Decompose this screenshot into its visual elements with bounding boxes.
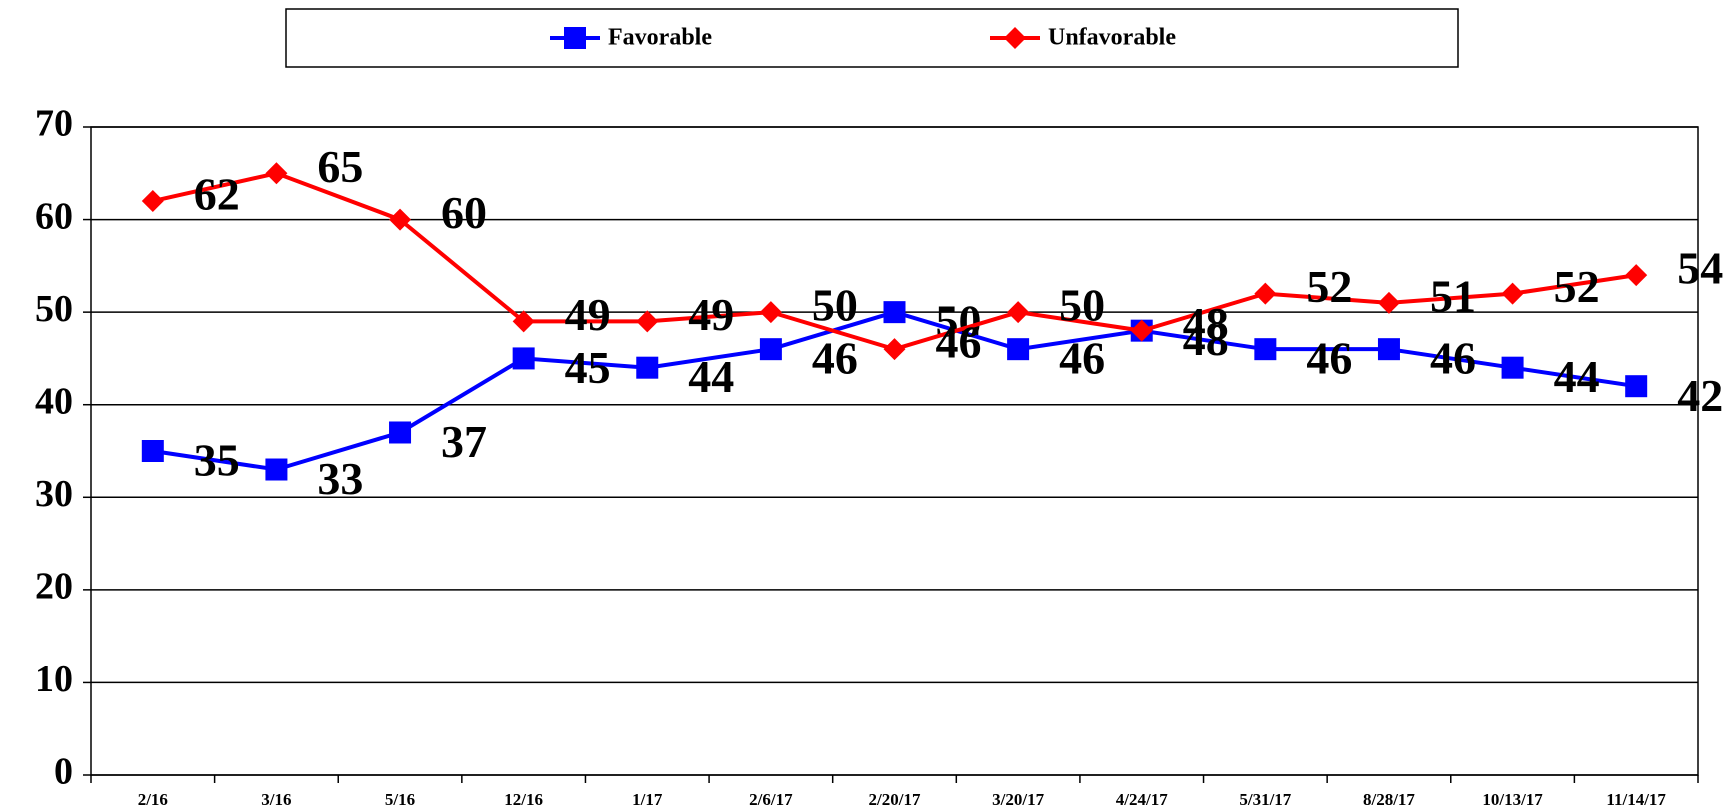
marker — [1254, 282, 1277, 305]
marker — [389, 421, 412, 444]
x-tick-label: 4/24/17 — [1116, 790, 1168, 809]
data-label: 52 — [1306, 261, 1352, 312]
data-label: 35 — [194, 435, 240, 486]
data-label: 49 — [565, 289, 611, 340]
marker — [1377, 338, 1400, 361]
marker — [1254, 338, 1277, 361]
data-label: 46 — [1059, 333, 1105, 384]
marker — [512, 347, 535, 370]
series-line — [152, 310, 1637, 472]
marker — [141, 190, 164, 213]
marker — [883, 338, 906, 361]
data-label: 62 — [194, 169, 240, 220]
x-tick-label: 1/17 — [632, 790, 663, 809]
marker — [636, 356, 659, 379]
data-label: 48 — [1183, 314, 1229, 365]
data-label: 60 — [441, 187, 487, 238]
legend-label: Favorable — [608, 25, 712, 51]
data-label: 44 — [1554, 351, 1600, 402]
marker — [1004, 27, 1026, 49]
data-label: 37 — [441, 416, 487, 467]
y-tick-label: 0 — [54, 751, 73, 793]
x-tick-label: 5/16 — [385, 790, 415, 809]
data-label: 33 — [317, 453, 363, 504]
x-tick-label: 5/31/17 — [1239, 790, 1291, 809]
y-tick-label: 50 — [35, 288, 73, 330]
marker — [1130, 319, 1153, 342]
marker — [1501, 356, 1524, 379]
data-label: 46 — [1430, 333, 1476, 384]
y-tick-label: 30 — [35, 473, 73, 515]
x-tick-label: 2/16 — [138, 790, 168, 809]
x-tick-label: 10/13/17 — [1482, 790, 1543, 809]
marker — [1501, 282, 1524, 305]
marker — [564, 27, 586, 49]
marker — [1007, 301, 1030, 324]
data-label: 50 — [812, 280, 858, 331]
marker — [759, 338, 782, 361]
marker — [636, 310, 659, 333]
x-tick-label: 2/20/17 — [869, 790, 921, 809]
data-label: 46 — [936, 317, 982, 368]
marker — [265, 162, 288, 185]
x-tick-label: 3/20/17 — [992, 790, 1044, 809]
marker — [265, 458, 288, 481]
y-tick-label: 20 — [35, 566, 73, 608]
x-tick-label: 2/6/17 — [749, 790, 793, 809]
legend-box — [285, 8, 1459, 68]
marker — [389, 208, 412, 231]
marker — [1007, 338, 1030, 361]
x-tick-label: 12/16 — [504, 790, 543, 809]
data-label: 52 — [1554, 261, 1600, 312]
x-tick-label: 11/14/17 — [1606, 790, 1666, 809]
y-tick-label: 70 — [35, 103, 73, 145]
marker — [512, 310, 535, 333]
data-label: 50 — [1059, 280, 1105, 331]
data-label: 44 — [688, 351, 734, 402]
data-label: 65 — [317, 141, 363, 192]
marker — [883, 301, 906, 324]
marker — [1625, 375, 1648, 398]
data-label: 48 — [1183, 298, 1229, 349]
y-tick-label: 60 — [35, 195, 73, 237]
x-tick-label: 3/16 — [261, 790, 291, 809]
y-tick-label: 10 — [35, 658, 73, 700]
data-label: 45 — [565, 342, 611, 393]
marker — [1377, 291, 1400, 314]
data-label: 42 — [1677, 370, 1723, 421]
data-label: 49 — [688, 289, 734, 340]
data-label: 46 — [812, 333, 858, 384]
marker — [141, 440, 164, 462]
data-label: 51 — [1430, 270, 1476, 321]
y-tick-label: 40 — [35, 380, 73, 422]
x-tick-label: 8/28/17 — [1363, 790, 1415, 809]
marker — [759, 301, 782, 324]
legend-label: Unfavorable — [1048, 25, 1176, 51]
marker — [1625, 264, 1648, 287]
data-label: 54 — [1677, 243, 1723, 294]
data-label: 50 — [936, 296, 982, 347]
data-label: 46 — [1306, 333, 1352, 384]
